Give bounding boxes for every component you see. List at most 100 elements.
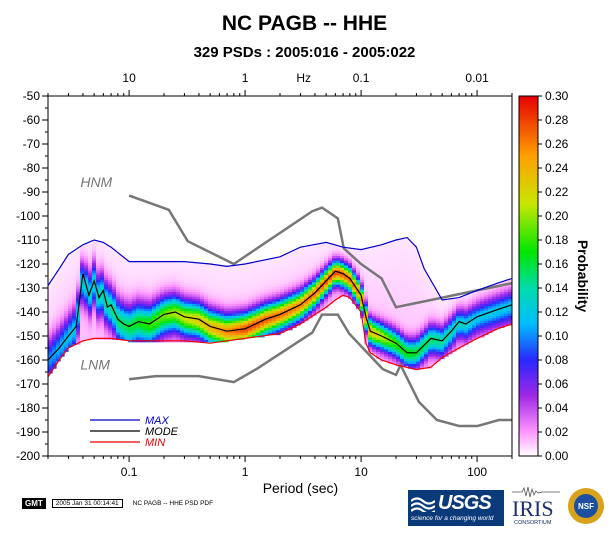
heat-cell — [296, 320, 301, 324]
heat-cell — [96, 322, 101, 326]
heat-cell — [100, 322, 105, 326]
heat-cell — [308, 284, 313, 288]
heat-cell — [216, 322, 221, 326]
heat-cell — [48, 286, 53, 290]
heat-cell — [260, 306, 265, 309]
heat-cell — [416, 262, 421, 266]
heat-cell — [384, 354, 389, 357]
heat-cell — [64, 318, 69, 321]
heat-cell — [52, 322, 57, 326]
heat-cell — [200, 282, 205, 285]
heat-cell — [224, 279, 229, 283]
heat-cell — [60, 289, 65, 292]
heat-cell — [408, 291, 413, 295]
heat-cell — [212, 291, 217, 295]
colorbar-tick-label: 0.10 — [545, 329, 569, 343]
heat-cell — [456, 344, 461, 348]
heat-cell — [176, 270, 181, 273]
heat-cell — [120, 265, 125, 268]
heat-cell — [156, 277, 161, 280]
heat-cell — [376, 284, 381, 288]
heat-cell — [168, 267, 173, 271]
heat-cell — [304, 301, 309, 304]
heat-cell — [112, 301, 117, 304]
heat-cell — [64, 315, 69, 319]
heat-cell — [420, 272, 425, 276]
heat-cell — [200, 284, 205, 288]
heat-cell — [172, 294, 177, 297]
heat-cell — [196, 265, 201, 268]
heat-cell — [384, 255, 389, 259]
heat-cell — [176, 337, 181, 340]
heat-cell — [240, 320, 245, 324]
heat-cell — [336, 277, 341, 280]
heat-cell — [276, 284, 281, 288]
heat-cell — [272, 270, 277, 273]
heat-cell — [244, 291, 249, 295]
heat-cell — [368, 279, 373, 283]
heat-cell — [432, 289, 437, 292]
heat-cell — [244, 332, 249, 336]
heat-cell — [372, 274, 377, 278]
heat-cell — [68, 298, 73, 302]
heat-cell — [372, 298, 377, 302]
heat-cell — [88, 332, 93, 336]
heat-cell — [456, 339, 461, 343]
heat-cell — [400, 296, 405, 300]
heat-cell — [88, 277, 93, 280]
heat-cell — [204, 337, 209, 340]
heat-cell — [264, 279, 269, 283]
heat-cell — [228, 308, 233, 312]
heat-cell — [48, 284, 53, 288]
heat-cell — [432, 315, 437, 319]
heat-cell — [164, 270, 169, 273]
heat-cell — [312, 301, 317, 304]
heat-cell — [148, 334, 153, 338]
heat-cell — [188, 315, 193, 319]
heat-cell — [256, 284, 261, 288]
heat-cell — [76, 279, 81, 283]
heat-cell — [92, 253, 97, 256]
heat-cell — [292, 255, 297, 259]
heat-cell — [184, 296, 189, 300]
heat-cell — [60, 308, 65, 312]
heat-cell — [112, 322, 117, 326]
heat-cell — [380, 349, 385, 352]
heat-cell — [164, 274, 169, 278]
heat-cell — [472, 296, 477, 300]
heat-cell — [224, 291, 229, 295]
heat-cell — [100, 327, 105, 331]
heat-cell — [208, 298, 213, 302]
heat-cell — [380, 344, 385, 348]
heat-cell — [168, 294, 173, 297]
heat-cell — [480, 301, 485, 304]
heat-cell — [184, 320, 189, 324]
heat-cell — [112, 289, 117, 292]
heat-cell — [500, 301, 505, 304]
heat-cell — [352, 272, 357, 276]
heat-cell — [300, 289, 305, 292]
heat-cell — [204, 284, 209, 288]
heat-cell — [68, 330, 73, 333]
heat-cell — [224, 282, 229, 285]
heat-cell — [168, 289, 173, 292]
heat-cell — [288, 303, 293, 307]
heat-cell — [316, 255, 321, 259]
heat-cell — [88, 296, 93, 300]
heat-cell — [220, 310, 225, 314]
heat-cell — [460, 308, 465, 312]
y-tick-label: -70 — [23, 137, 41, 151]
heat-cell — [228, 277, 233, 280]
heat-cell — [80, 334, 85, 338]
heat-cell — [112, 286, 117, 290]
heat-cell — [136, 262, 141, 266]
heat-cell — [412, 286, 417, 290]
heat-cell — [188, 298, 193, 302]
heat-cell — [228, 289, 233, 292]
heat-cell — [244, 267, 249, 271]
heat-cell — [48, 342, 53, 345]
heat-cell — [412, 294, 417, 297]
heat-cell — [300, 282, 305, 285]
heat-cell — [240, 306, 245, 309]
heat-cell — [52, 358, 57, 362]
